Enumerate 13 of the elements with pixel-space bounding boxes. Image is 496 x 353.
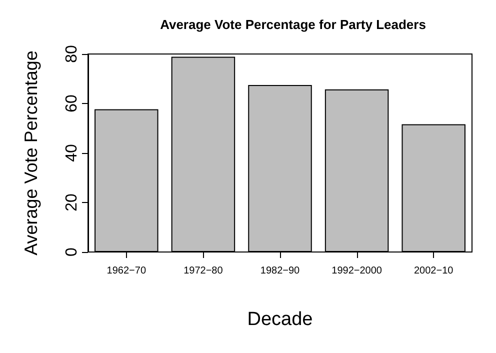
y-tick-label: 20 <box>64 194 80 212</box>
y-tick-label: 0 <box>64 247 80 256</box>
x-tick-label: 1972−80 <box>184 266 224 276</box>
y-axis-title: Average Vote Percentage <box>21 50 41 256</box>
x-tick-label: 2002−10 <box>414 266 454 276</box>
chart-title: Average Vote Percentage for Party Leaders <box>160 17 426 32</box>
y-tick-label: 80 <box>64 45 80 63</box>
x-axis-title: Decade <box>247 309 313 330</box>
x-tick-label: 1992−2000 <box>332 266 382 276</box>
x-tick-label: 1962−70 <box>106 266 146 276</box>
y-tick-label: 60 <box>64 94 80 112</box>
y-tick-label: 40 <box>64 144 80 162</box>
x-tick-label: 1982−90 <box>260 266 300 276</box>
